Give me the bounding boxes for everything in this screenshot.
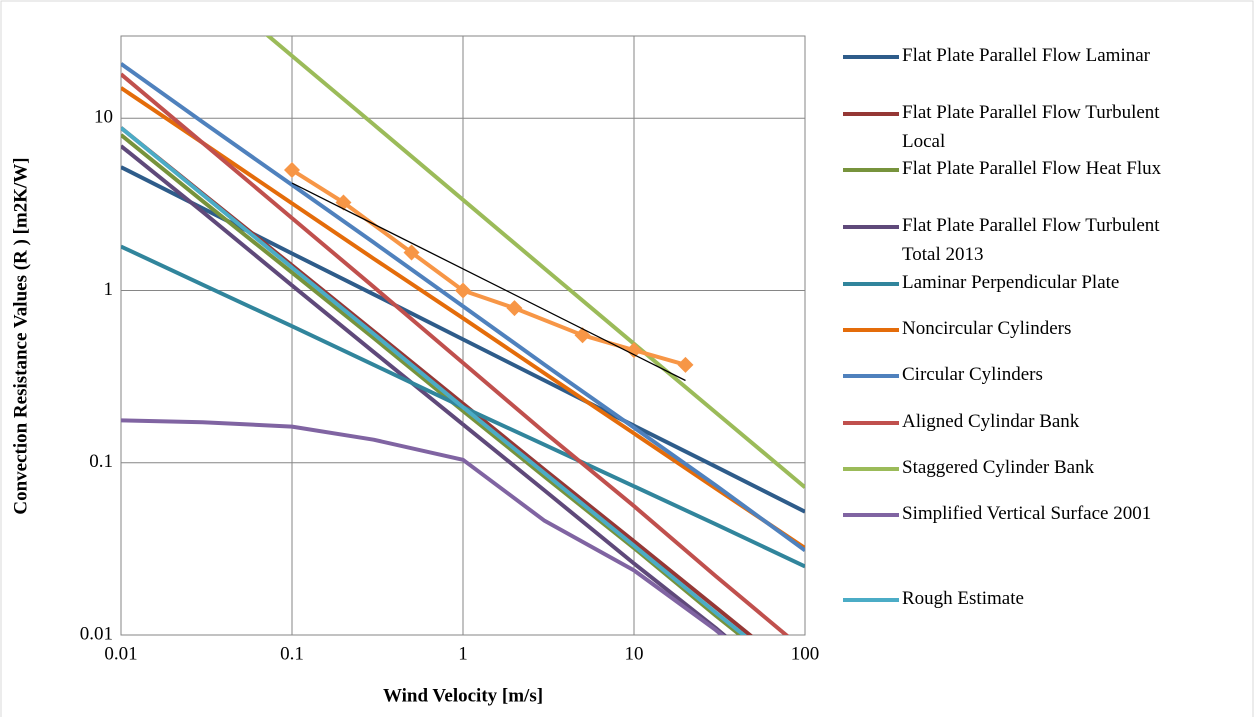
legend-label: Simplified Vertical Surface 2001 <box>902 503 1151 524</box>
series-line <box>121 86 805 550</box>
data-point <box>455 282 471 299</box>
legend-label: Staggered Cylinder Bank <box>902 457 1095 478</box>
legend-label: Flat Plate Parallel Flow Heat Flux <box>902 158 1162 179</box>
series-line <box>265 36 805 489</box>
legend-label: Circular Cylinders <box>902 364 1043 385</box>
y-tick-label: 0.1 <box>89 451 113 472</box>
legend-label: Rough Estimate <box>902 588 1024 609</box>
legend-label: Flat Plate Parallel Flow Laminar <box>902 45 1151 66</box>
legend-label: Flat Plate Parallel Flow Turbulent Total … <box>902 215 1160 265</box>
legend-label: Noncircular Cylinders <box>902 318 1071 339</box>
series-line <box>290 168 687 367</box>
y-tick-label: 1 <box>104 279 114 300</box>
legend-label: Laminar Perpendicular Plate <box>902 272 1119 293</box>
plot-lines <box>121 36 805 635</box>
x-tick-label: 0.1 <box>280 643 304 664</box>
series-line <box>121 144 728 635</box>
x-tick-label: 1 <box>458 643 468 664</box>
series-line <box>121 62 805 553</box>
series-line <box>121 418 725 635</box>
series-line <box>121 72 790 635</box>
series-line <box>291 182 686 382</box>
y-tick-label: 10 <box>94 107 113 128</box>
data-point <box>403 244 420 261</box>
y-tick-label: 0.01 <box>80 623 113 644</box>
legend-label: Aligned Cylindar Bank <box>902 411 1080 432</box>
legend-label: Flat Plate Parallel Flow Turbulent Local <box>902 102 1160 152</box>
data-point <box>284 162 300 179</box>
series-line <box>121 126 747 635</box>
plot-border <box>120 35 806 636</box>
data-point <box>626 342 642 359</box>
x-tick-label: 0.01 <box>104 643 137 664</box>
series-line <box>121 133 744 635</box>
x-tick-label: 10 <box>625 643 644 664</box>
data-point <box>677 356 694 373</box>
x-tick-label: 100 <box>791 643 820 664</box>
data-point <box>506 300 523 317</box>
x-axis-title: Wind Velocity [m/s] <box>383 685 543 706</box>
y-axis-title: Convection Resistance Values (R ) [m2K/W… <box>10 157 31 514</box>
